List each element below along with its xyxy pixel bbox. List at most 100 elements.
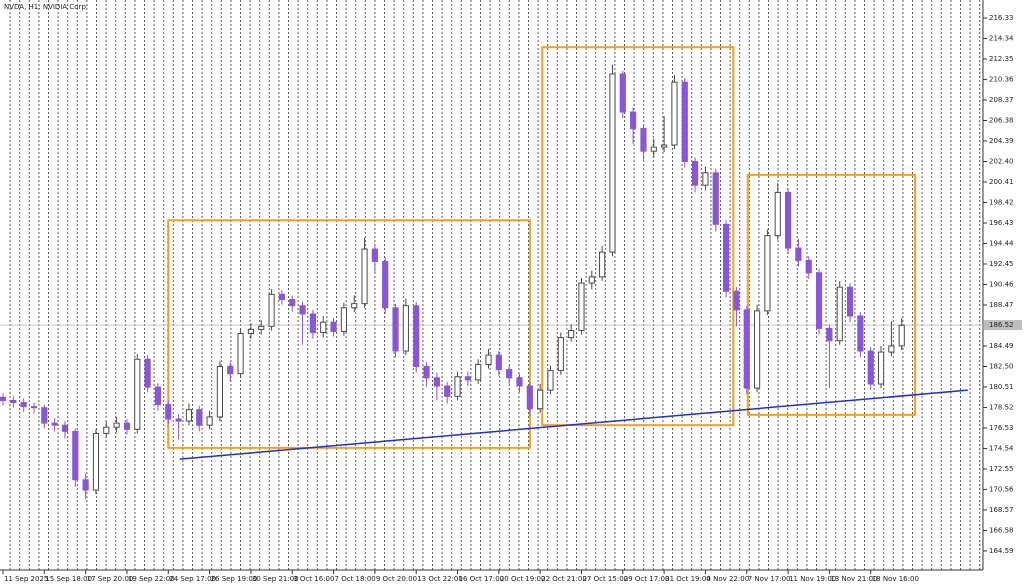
- candle-body: [237, 333, 244, 375]
- candle-body: [599, 251, 606, 278]
- candle-body: [805, 259, 812, 274]
- candle-body: [278, 293, 285, 301]
- x-tick-label: 22 Oct 21:00: [541, 575, 587, 583]
- candle-body: [206, 416, 213, 426]
- trend-line: [179, 389, 968, 460]
- candle-body: [51, 422, 58, 426]
- candle-body: [733, 290, 740, 311]
- candle-body: [650, 146, 657, 152]
- candle-body: [795, 247, 802, 261]
- x-tick-label: 3 Oct 16:00: [293, 575, 334, 583]
- candle-body: [630, 111, 637, 130]
- zone-box: [541, 46, 735, 427]
- candle-body: [41, 407, 48, 424]
- candle-body: [454, 376, 461, 397]
- y-tick-label: 206.38: [989, 117, 1014, 125]
- y-tick-label: 214.34: [989, 35, 1014, 43]
- candle-body: [846, 286, 854, 317]
- y-tick-label: 168.57: [989, 506, 1014, 514]
- candle-body: [134, 358, 141, 430]
- zone-box: [167, 219, 531, 449]
- candle-body: [764, 235, 771, 312]
- x-tick-label: 15 Sep 18:00: [45, 575, 92, 583]
- candle-body: [72, 430, 79, 481]
- candle-body: [681, 81, 688, 163]
- candle-body: [82, 479, 89, 491]
- y-tick-label: 202.40: [989, 158, 1014, 166]
- x-tick-label: 24 Sep 17:00: [169, 575, 216, 583]
- y-tick-label: 210.36: [989, 76, 1014, 84]
- candle-body: [537, 389, 544, 410]
- candle-body: [433, 377, 440, 387]
- candle-body: [609, 73, 616, 253]
- candle-body: [154, 386, 162, 406]
- candle-body: [702, 172, 709, 186]
- candle-body: [289, 299, 296, 307]
- candle-body: [557, 337, 564, 372]
- candle-body: [113, 422, 120, 428]
- x-tick-label: 7 Nov 17:00: [748, 575, 791, 583]
- candle-body: [692, 161, 699, 186]
- candle-body: [309, 313, 316, 333]
- candle-body: [444, 385, 451, 397]
- candle-body: [743, 309, 750, 389]
- last-price-box: [984, 320, 1022, 331]
- candle-body: [185, 409, 193, 422]
- candle-body: [475, 363, 482, 381]
- candle-body: [578, 282, 585, 331]
- candle-body: [392, 307, 399, 352]
- x-tick-label: 18 Nov 16:00: [872, 575, 919, 583]
- candle-body: [784, 191, 792, 249]
- candle-body: [774, 191, 781, 237]
- candle-body: [123, 422, 131, 430]
- candle-body: [413, 305, 420, 367]
- candle-body: [227, 365, 234, 375]
- y-tick-label: 198.42: [989, 198, 1014, 206]
- candle-body: [103, 426, 110, 434]
- candle-body: [857, 315, 864, 352]
- y-tick-label: 188.47: [989, 301, 1014, 309]
- candle-body: [382, 260, 389, 309]
- last-price-label: 186.52: [989, 321, 1014, 329]
- y-tick-label: 182.50: [989, 362, 1014, 370]
- x-tick-label: 26 Sep 19:00: [211, 575, 258, 583]
- candle-body: [371, 248, 378, 262]
- candle-body: [10, 399, 17, 404]
- y-tick-label: 190.46: [989, 280, 1014, 288]
- candle-body: [258, 325, 265, 330]
- candle-body: [516, 377, 523, 387]
- y-tick-label: 178.52: [989, 403, 1014, 411]
- zone-box: [746, 173, 917, 416]
- candle-body: [216, 365, 224, 418]
- candle-body: [30, 406, 38, 409]
- candle-body: [526, 385, 533, 410]
- candle-body: [506, 369, 513, 379]
- x-tick-label: 27 Oct 15:00: [582, 575, 628, 583]
- candle-body: [423, 365, 430, 379]
- x-tick-label: 11 Nov 19:00: [789, 575, 836, 583]
- candle-body: [836, 286, 843, 342]
- candle-body: [867, 350, 874, 385]
- y-tick-label: 176.53: [989, 424, 1014, 432]
- candle-body: [361, 248, 368, 305]
- y-tick-label: 164.59: [989, 547, 1014, 555]
- candle-body: [619, 73, 626, 113]
- x-tick-label: 4 Nov 22:00: [706, 575, 749, 583]
- candle-body: [247, 328, 254, 335]
- x-tick-label: 19 Sep 22:00: [128, 575, 175, 583]
- x-tick-label: 31 Oct 19:00: [665, 575, 711, 583]
- x-tick-label: 17 Sep 20:00: [87, 575, 134, 583]
- candle-body: [0, 396, 7, 401]
- candle-body: [92, 432, 100, 491]
- candle-body: [320, 321, 327, 333]
- candle-body: [661, 144, 668, 148]
- y-tick-label: 216.33: [989, 14, 1014, 22]
- x-tick-label: 16 Oct 17:00: [459, 575, 505, 583]
- y-tick-label: 196.43: [989, 219, 1014, 227]
- candle-body: [61, 424, 69, 432]
- candle-body: [196, 409, 203, 426]
- y-tick-label: 180.51: [989, 383, 1014, 391]
- candle-body: [464, 376, 471, 381]
- candle-body: [144, 358, 151, 388]
